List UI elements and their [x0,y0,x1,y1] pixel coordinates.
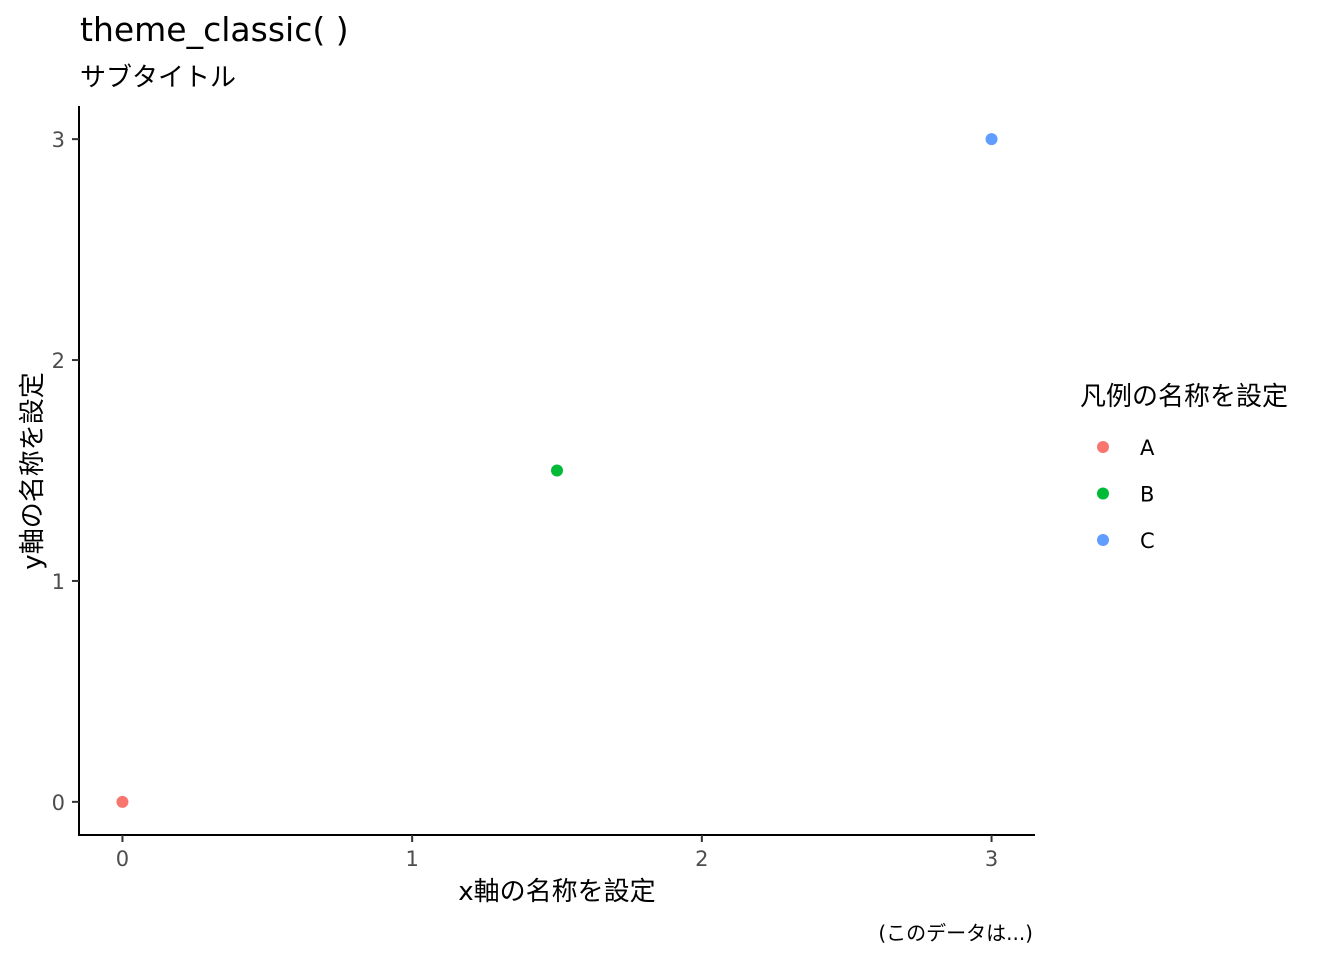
data-points [116,133,998,808]
legend-title: 凡例の名称を設定 [1080,382,1288,412]
legend-key-a [1097,441,1109,453]
x-tick-label: 3 [985,847,998,871]
legend-label-b: B [1140,483,1154,507]
x-tick-label: 2 [695,847,708,871]
data-point-c [985,133,998,146]
chart-caption: (このデータは...) [878,921,1033,945]
plot-area: 0 1 2 3 0 1 2 3 [52,106,1035,871]
legend-key-c [1097,534,1109,546]
y-tick-label: 2 [52,349,65,373]
x-tick-label: 1 [405,847,418,871]
x-axis-ticks: 0 1 2 3 [116,835,998,871]
y-tick-label: 1 [52,570,65,594]
data-point-a [116,795,129,808]
legend-label-a: A [1140,436,1155,460]
chart-subtitle: サブタイトル [80,63,236,93]
legend: 凡例の名称を設定 ABC [1080,382,1288,553]
y-tick-label: 3 [52,128,65,152]
x-axis-title: x軸の名称を設定 [458,877,655,907]
data-point-b [551,464,563,477]
y-axis-title: y軸の名称を設定 [18,372,48,569]
y-axis-ticks: 0 1 2 3 [52,128,79,815]
legend-items: ABC [1097,436,1155,553]
legend-label-c: C [1140,529,1155,553]
x-tick-label: 0 [116,847,129,871]
y-tick-label: 0 [52,791,65,815]
chart-title: theme_classic( ) [80,10,349,49]
legend-key-b [1097,487,1109,500]
